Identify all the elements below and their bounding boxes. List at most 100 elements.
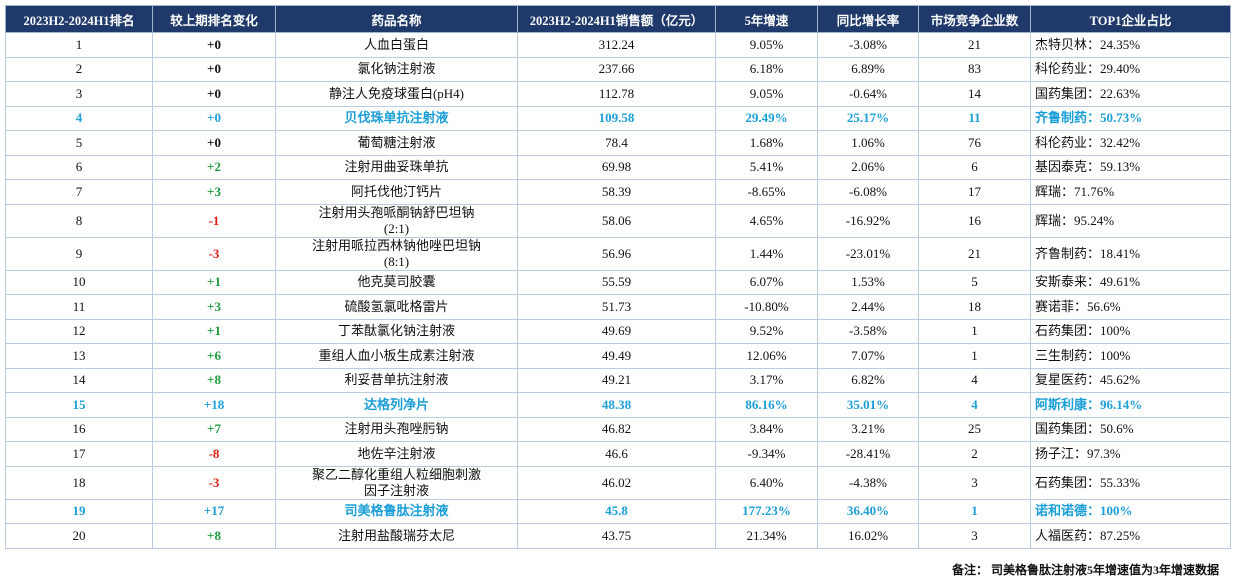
table-cell: 69.98	[517, 154, 716, 180]
table-cell: 静注人免疫球蛋白(pH4)	[275, 81, 518, 107]
table-row: 11 +3 硫酸氢氯吡格雷片 51.73 -10.80% 2.44% 18 赛诺菲：56.6%	[5, 294, 1231, 320]
table-cell: 地佐辛注射液	[275, 441, 518, 467]
table-cell: 18	[918, 294, 1031, 320]
table-cell: 25.17%	[817, 105, 919, 131]
table-cell: 14	[918, 81, 1031, 107]
table-row: 7 +3 阿托伐他汀钙片 58.39 -8.65% -6.08% 17 辉瑞：71.76%	[5, 179, 1231, 205]
table-cell: 11	[5, 294, 153, 320]
table-cell: 9.05%	[715, 32, 818, 58]
table-cell: +7	[152, 416, 276, 442]
table-row: 14 +8 利妥昔单抗注射液 49.21 3.17% 6.82% 4 复星医药：45.62%	[5, 367, 1231, 393]
table-cell: 5	[5, 130, 153, 156]
table-cell: 2.44%	[817, 294, 919, 320]
table-cell: 13	[5, 343, 153, 369]
table-cell: 氯化钠注射液	[275, 56, 518, 82]
table-cell: +0	[152, 32, 276, 58]
footnote: 备注： 司美格鲁肽注射液5年增速值为3年增速数据	[951, 563, 1219, 577]
table-cell: 21	[918, 32, 1031, 58]
header-cell: 市场竞争企业数	[918, 5, 1031, 33]
table-cell: -6.08%	[817, 179, 919, 205]
table-row: 20 +8 注射用盐酸瑞芬太尼 43.75 21.34% 16.02% 3 人福医药：87.2…	[5, 523, 1231, 549]
table-cell: 112.78	[517, 81, 716, 107]
table-cell: 重组人血小板生成素注射液	[275, 343, 518, 369]
table-cell: +8	[152, 367, 276, 393]
header-cell: 较上期排名变化	[152, 5, 276, 33]
table-cell: 45.8	[517, 498, 716, 524]
header-cell: 2023H2-2024H1排名	[5, 5, 153, 33]
table-cell: 43.75	[517, 523, 716, 549]
table-cell: 1.06%	[817, 130, 919, 156]
table-cell: 4.65%	[715, 203, 818, 238]
table-cell: 86.16%	[715, 392, 818, 418]
table-cell: +6	[152, 343, 276, 369]
table-cell: 177.23%	[715, 498, 818, 524]
table-cell: 7	[5, 179, 153, 205]
table-cell: 76	[918, 130, 1031, 156]
table-cell: 58.06	[517, 203, 716, 238]
table-cell: 4	[5, 105, 153, 131]
table-cell: 8	[5, 203, 153, 238]
table-cell: 11	[918, 105, 1031, 131]
table-cell: 6.89%	[817, 56, 919, 82]
ranking-table: 2023H2-2024H1排名 较上期排名变化 药品名称 2023H2-2024H1销…	[5, 5, 1231, 549]
table-cell: 16.02%	[817, 523, 919, 549]
table-cell: 阿托伐他汀钙片	[275, 179, 518, 205]
header-cell: 2023H2-2024H1销售额（亿元）	[517, 5, 716, 33]
table-cell: 3	[918, 465, 1031, 500]
header-cell: 同比增长率	[817, 5, 919, 33]
table-cell: -23.01%	[817, 236, 919, 271]
table-row: 16 +7 注射用头孢唑肟钠 46.82 3.84% 3.21% 25 国药集团：50.6%	[5, 416, 1231, 442]
table-cell: -3	[152, 236, 276, 271]
table-cell: 12	[5, 318, 153, 344]
table-cell: -8	[152, 441, 276, 467]
table-row: 4 +0 贝伐珠单抗注射液 109.58 29.49% 25.17% 11 齐鲁制药：50.7…	[5, 105, 1231, 131]
table-cell: 2.06%	[817, 154, 919, 180]
table-cell: 1.53%	[817, 269, 919, 295]
table-cell: 49.49	[517, 343, 716, 369]
table-cell: 16	[918, 203, 1031, 238]
table-row: 9 -3 注射用哌拉西林钠他唑巴坦钠(8:1) 56.96 1.44% -23.01% 21…	[5, 236, 1231, 271]
table-cell: 10	[5, 269, 153, 295]
table-cell: 58.39	[517, 179, 716, 205]
header-row: 2023H2-2024H1排名 较上期排名变化 药品名称 2023H2-2024H1销…	[5, 5, 1231, 33]
table-cell: 国药集团：22.63%	[1030, 81, 1231, 107]
table-cell: 7.07%	[817, 343, 919, 369]
table-cell: 1.44%	[715, 236, 818, 271]
table-cell: 25	[918, 416, 1031, 442]
table-cell: 6.18%	[715, 56, 818, 82]
table-cell: 15	[5, 392, 153, 418]
table-cell: 人福医药：87.25%	[1030, 523, 1231, 549]
table-cell: +1	[152, 318, 276, 344]
table-cell: +0	[152, 105, 276, 131]
table-cell: +2	[152, 154, 276, 180]
table-cell: 他克莫司胶囊	[275, 269, 518, 295]
table-cell: -1	[152, 203, 276, 238]
table-cell: 5.41%	[715, 154, 818, 180]
table-cell: 3	[5, 81, 153, 107]
table-cell: 14	[5, 367, 153, 393]
table-cell: 人血白蛋白	[275, 32, 518, 58]
table-cell: +3	[152, 294, 276, 320]
table-cell: 注射用哌拉西林钠他唑巴坦钠(8:1)	[275, 236, 518, 271]
table-cell: 扬子江：97.3%	[1030, 441, 1231, 467]
table-cell: 312.24	[517, 32, 716, 58]
table-cell: 国药集团：50.6%	[1030, 416, 1231, 442]
table-cell: 3.17%	[715, 367, 818, 393]
table-cell: 诺和诺德：100%	[1030, 498, 1231, 524]
table-row: 10 +1 他克莫司胶囊 55.59 6.07% 1.53% 5 安斯泰来：49.61%	[5, 269, 1231, 295]
table-row: 2 +0 氯化钠注射液 237.66 6.18% 6.89% 83 科伦药业：29.40%	[5, 56, 1231, 82]
table-cell: 109.58	[517, 105, 716, 131]
table-cell: 贝伐珠单抗注射液	[275, 105, 518, 131]
table-cell: 葡萄糖注射液	[275, 130, 518, 156]
table-cell: 科伦药业：29.40%	[1030, 56, 1231, 82]
table-cell: 78.4	[517, 130, 716, 156]
table-cell: 石药集团：55.33%	[1030, 465, 1231, 500]
table-row: 13 +6 重组人血小板生成素注射液 49.49 12.06% 7.07% 1 三生制药：10…	[5, 343, 1231, 369]
header-cell: TOP1企业占比	[1030, 5, 1231, 33]
table-cell: 17	[918, 179, 1031, 205]
table-cell: 35.01%	[817, 392, 919, 418]
table-cell: 55.59	[517, 269, 716, 295]
table-cell: 三生制药：100%	[1030, 343, 1231, 369]
table-row: 6 +2 注射用曲妥珠单抗 69.98 5.41% 2.06% 6 基因泰克：59.13%	[5, 154, 1231, 180]
